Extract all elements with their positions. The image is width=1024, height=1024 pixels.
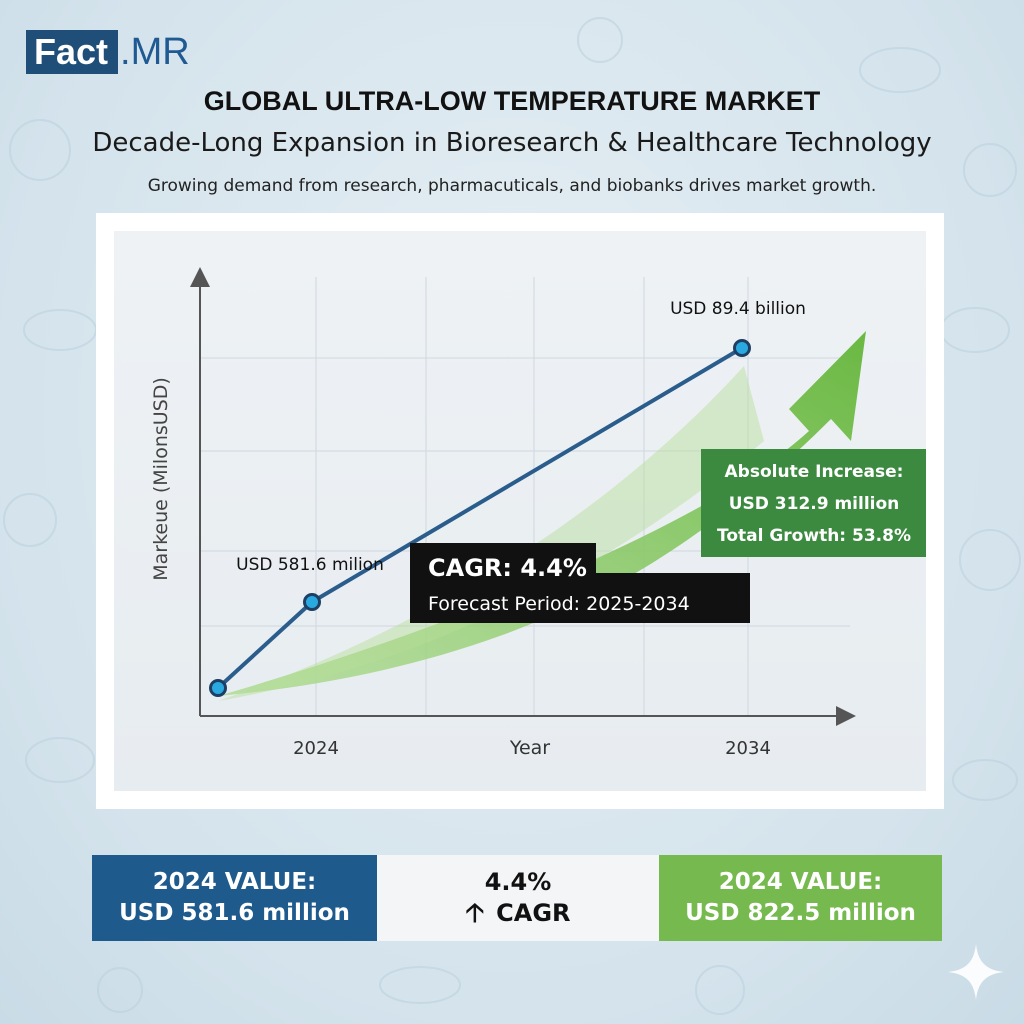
stat-right-label: 2024 VALUE: xyxy=(718,869,883,895)
stat-mid-label-row: 🡡 CAGR xyxy=(465,897,570,929)
logo-rest-text: .MR xyxy=(120,31,190,73)
cagr-period: Forecast Period: 2025-2034 xyxy=(428,593,690,615)
absolute-increase-annotation: Absolute Increase: USD 312.9 million Tot… xyxy=(701,449,926,557)
stat-right-value: USD 822.5 million xyxy=(685,900,916,926)
sparkle-icon xyxy=(948,944,1004,1000)
x-axis-title: Year xyxy=(509,737,550,759)
x-tick-label: 2024 xyxy=(293,738,339,759)
stat-mid-value: 4.4% xyxy=(484,868,552,896)
increase-line-3: Total Growth: 53.8% xyxy=(717,526,911,546)
summary-stats-bar: 2024 VALUE: USD 581.6 million 4.4% 🡡 CAGR… xyxy=(92,855,942,941)
data-point-label: USD 581.6 milion xyxy=(236,555,384,575)
logo-box-text: Fact xyxy=(26,30,119,74)
cagr-box-bottom xyxy=(410,573,750,623)
increase-line-1: Absolute Increase: xyxy=(725,462,904,482)
stat-projected-value: 2024 VALUE: USD 822.5 million xyxy=(659,855,942,941)
stat-left-label: 2024 VALUE: xyxy=(152,869,317,895)
x-tick-label: 2034 xyxy=(725,738,771,759)
stat-cagr: 4.4% 🡡 CAGR xyxy=(377,855,659,941)
increase-line-2: USD 312.9 million xyxy=(729,494,900,514)
page-title: GLOBAL ULTRA-LOW TEMPERATURE MARKET xyxy=(203,86,821,116)
chart-area: USD 581.6 milion USD 89.4 billion Markeue… xyxy=(114,231,926,791)
page-subtitle: Decade-Long Expansion in Bioresearch & H… xyxy=(92,128,932,158)
market-line-chart: USD 581.6 milion USD 89.4 billion Markeue… xyxy=(150,267,926,759)
stat-mid-label: CAGR xyxy=(496,899,571,927)
data-point-marker xyxy=(209,679,227,697)
cagr-annotation: CAGR: 4.4% Forecast Period: 2025-2034 xyxy=(410,543,750,623)
data-point-marker xyxy=(303,593,321,611)
increase-box xyxy=(701,449,926,557)
data-point-marker xyxy=(733,339,751,357)
arrow-up-icon: 🡡 xyxy=(465,898,485,928)
y-axis-title: Markeue (MilonsUSD) xyxy=(150,377,172,581)
stat-left-value: USD 581.6 million xyxy=(119,900,350,926)
fact-mr-logo: Fact .MR xyxy=(26,30,190,74)
stat-2024-value: 2024 VALUE: USD 581.6 million xyxy=(92,855,377,941)
data-point-label: USD 89.4 billion xyxy=(670,299,806,319)
page-tagline: Growing demand from research, pharmacuti… xyxy=(147,176,877,196)
cagr-title: CAGR: 4.4% xyxy=(428,554,587,582)
chart-card: USD 581.6 milion USD 89.4 billion Markeue… xyxy=(96,213,944,809)
